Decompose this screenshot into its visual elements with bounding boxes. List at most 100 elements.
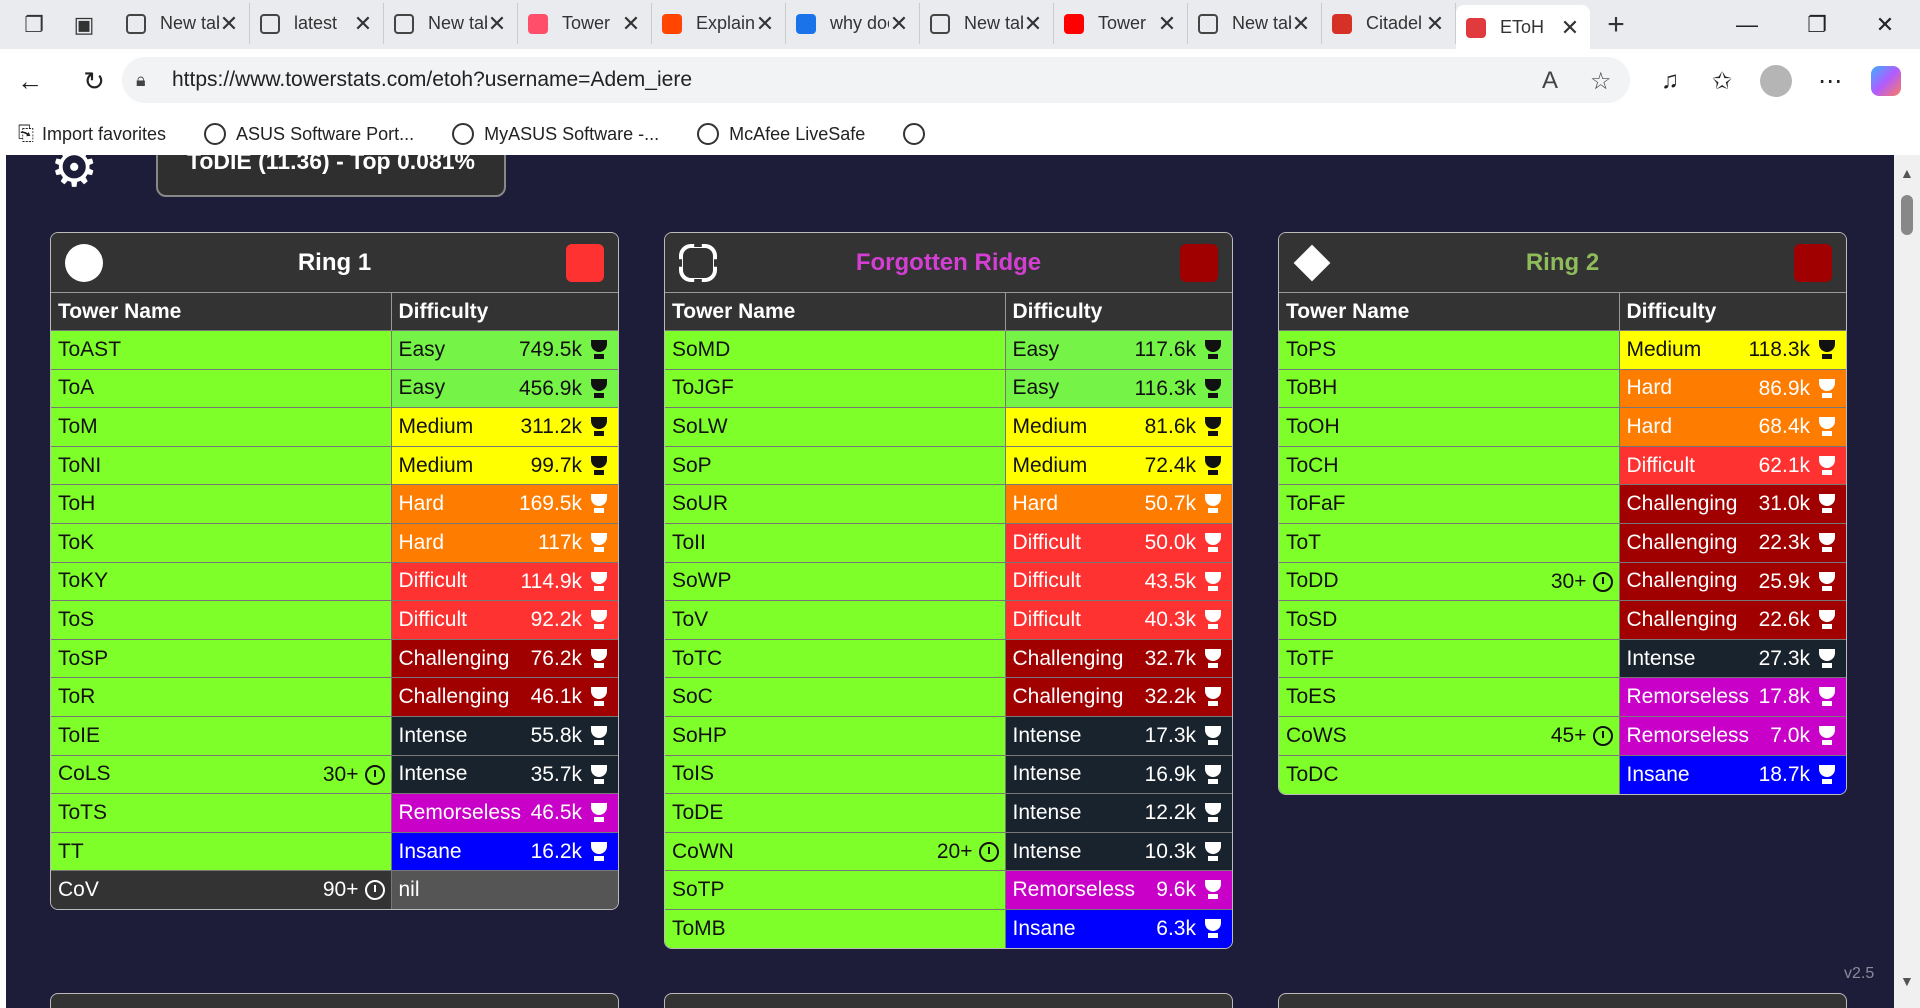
table-row[interactable]: SoTP Remorseless 9.6k [665, 870, 1232, 910]
table-row[interactable]: CoLS 30+ Intense 35.7k [51, 754, 618, 794]
table-row[interactable]: ToIS Intense 16.9k [665, 754, 1232, 794]
favorites-icon[interactable]: ✩ [1711, 67, 1733, 95]
browser-tab[interactable]: latest ✕ [250, 3, 384, 44]
trophy-icon [1202, 918, 1224, 940]
browser-tab[interactable]: New tab✕ [384, 3, 518, 44]
table-row[interactable]: ToKY Difficult 114.9k [51, 561, 618, 601]
table-row[interactable]: ToII Difficult 50.0k [665, 522, 1232, 563]
address-bar[interactable]: 🔒︎ https://www.towerstats.com/etoh?usern… [122, 57, 1630, 103]
table-row[interactable]: ToPS Medium 118.3k [1279, 330, 1846, 370]
table-row[interactable]: ToA Easy 456.9k [51, 368, 618, 408]
read-aloud-icon[interactable]: A [1542, 67, 1559, 94]
difficulty-label: Medium [398, 453, 474, 477]
settings-gear-icon[interactable]: ⚙ [50, 155, 99, 198]
table-row[interactable]: ToK Hard 117k [51, 522, 618, 563]
table-row[interactable]: ToOH Hard 68.4k [1279, 407, 1846, 447]
favorite-myasus[interactable]: MyASUS Software -... [452, 123, 659, 145]
table-row[interactable]: ToIE Intense 55.8k [51, 715, 618, 756]
favorite-asus-software[interactable]: ASUS Software Port... [204, 123, 414, 145]
completion-count-text: 32.2k [1144, 685, 1196, 709]
table-row[interactable]: SoHP Intense 17.3k [665, 715, 1232, 756]
table-row[interactable]: ToNI Medium 99.7k [51, 445, 618, 485]
table-row[interactable]: ToT Challenging 22.3k [1279, 522, 1846, 563]
close-tab-icon[interactable]: ✕ [219, 10, 239, 36]
close-tab-icon[interactable]: ✕ [889, 10, 909, 36]
copilot-icon[interactable] [1864, 59, 1908, 103]
table-row[interactable]: ToH Hard 169.5k [51, 484, 618, 524]
workspaces-icon[interactable]: ❐ [24, 11, 44, 37]
close-tab-icon[interactable]: ✕ [487, 10, 507, 36]
tower-name-cell: ToKY [51, 561, 392, 601]
favorite-star-icon[interactable]: ☆ [1590, 68, 1612, 95]
table-row[interactable]: ToS Difficult 92.2k [51, 600, 618, 640]
table-row[interactable]: CoWN 20+ Intense 10.3k [665, 831, 1232, 871]
close-tab-icon[interactable]: ✕ [621, 10, 641, 36]
scroll-up-icon[interactable]: ▲ [1900, 165, 1914, 181]
browser-tab[interactable]: New tab✕ [116, 3, 250, 44]
table-row[interactable]: ToES Remorseless 17.8k [1279, 677, 1846, 717]
table-row[interactable]: TT Insane 16.2k [51, 831, 618, 871]
table-row[interactable]: ToTF Intense 27.3k [1279, 638, 1846, 678]
page-scrollbar[interactable]: ▲ ▼ [1894, 155, 1920, 1008]
favorite-mcafee[interactable]: McAfee LiveSafe [697, 123, 865, 145]
favorite-import[interactable]: ⎘ Import favorites [18, 122, 167, 145]
table-row[interactable]: SoC Challenging 32.2k [665, 677, 1232, 717]
close-tab-icon[interactable]: ✕ [1023, 10, 1043, 36]
close-tab-icon[interactable]: ✕ [1560, 14, 1580, 40]
refresh-button[interactable]: ↻ [83, 65, 105, 96]
table-row[interactable]: CoWS 45+ Remorseless 7.0k [1279, 715, 1846, 756]
browser-tab[interactable]: Tower ✕ [1054, 3, 1188, 44]
browser-tab[interactable]: New tab✕ [1188, 3, 1322, 44]
browser-tab[interactable]: Citadel ✕ [1322, 3, 1456, 44]
table-row[interactable]: SoWP Difficult 43.5k [665, 561, 1232, 601]
table-row[interactable]: SoP Medium 72.4k [665, 445, 1232, 485]
difficulty-label: Intense [1012, 800, 1082, 824]
table-row[interactable]: ToBH Hard 86.9k [1279, 368, 1846, 408]
table-row[interactable]: ToV Difficult 40.3k [665, 600, 1232, 640]
table-row[interactable]: ToFaF Challenging 31.0k [1279, 484, 1846, 524]
table-row[interactable]: ToTS Remorseless 46.5k [51, 793, 618, 833]
trophy-icon [588, 841, 610, 863]
back-button[interactable]: ← [17, 65, 43, 96]
table-row[interactable]: SoUR Hard 50.7k [665, 484, 1232, 524]
table-row[interactable]: ToCH Difficult 62.1k [1279, 445, 1846, 485]
browser-tab[interactable]: why does✕ [786, 3, 920, 44]
close-tab-icon[interactable]: ✕ [1157, 10, 1177, 36]
table-row[interactable]: ToTC Challenging 32.7k [665, 638, 1232, 678]
extensions-icon[interactable]: ♫ [1661, 67, 1679, 94]
profile-avatar[interactable] [1754, 59, 1798, 103]
table-row[interactable]: ToMB Insane 6.3k [665, 908, 1232, 948]
table-row[interactable]: ToAST Easy 749.5k [51, 330, 618, 370]
favorite-globe[interactable] [903, 123, 935, 145]
close-tab-icon[interactable]: ✕ [1291, 10, 1311, 36]
close-tab-icon[interactable]: ✕ [1425, 10, 1445, 36]
completion-count: 456.9k [519, 377, 610, 401]
table-row[interactable]: ToDC Insane 18.7k [1279, 754, 1846, 794]
lock-icon[interactable]: 🔒︎ [136, 69, 146, 90]
close-window-button[interactable]: ✕ [1875, 11, 1895, 37]
browser-tab[interactable]: Tower ✕ [518, 3, 652, 44]
table-row[interactable]: SoLW Medium 81.6k [665, 407, 1232, 447]
more-menu-icon[interactable]: ⋯ [1818, 67, 1842, 95]
new-tab-button[interactable]: + [1607, 7, 1625, 41]
browser-tab[interactable]: Explain ✕ [652, 3, 786, 44]
table-row[interactable]: ToSD Challenging 22.6k [1279, 600, 1846, 640]
table-row[interactable]: CoV 90+ nil [51, 870, 618, 910]
url-text[interactable]: https://www.towerstats.com/etoh?username… [172, 68, 692, 91]
table-row[interactable]: ToM Medium 311.2k [51, 407, 618, 447]
browser-tab[interactable]: EToH ✕ [1456, 5, 1590, 50]
maximize-button[interactable]: ❐ [1807, 11, 1827, 37]
table-row[interactable]: ToR Challenging 46.1k [51, 677, 618, 717]
scrollbar-thumb[interactable] [1901, 195, 1913, 235]
table-row[interactable]: ToDE Intense 12.2k [665, 793, 1232, 833]
table-row[interactable]: ToJGF Easy 116.3k [665, 368, 1232, 408]
tab-actions-icon[interactable]: ▣ [73, 11, 95, 37]
table-row[interactable]: ToDD 30+ Challenging 25.9k [1279, 561, 1846, 601]
browser-tab[interactable]: New tab✕ [920, 3, 1054, 44]
close-tab-icon[interactable]: ✕ [353, 10, 373, 36]
table-row[interactable]: SoMD Easy 117.6k [665, 330, 1232, 370]
table-row[interactable]: ToSP Challenging 76.2k [51, 638, 618, 678]
close-tab-icon[interactable]: ✕ [755, 10, 775, 36]
scroll-down-icon[interactable]: ▼ [1900, 973, 1914, 989]
minimize-button[interactable]: — [1736, 11, 1758, 37]
